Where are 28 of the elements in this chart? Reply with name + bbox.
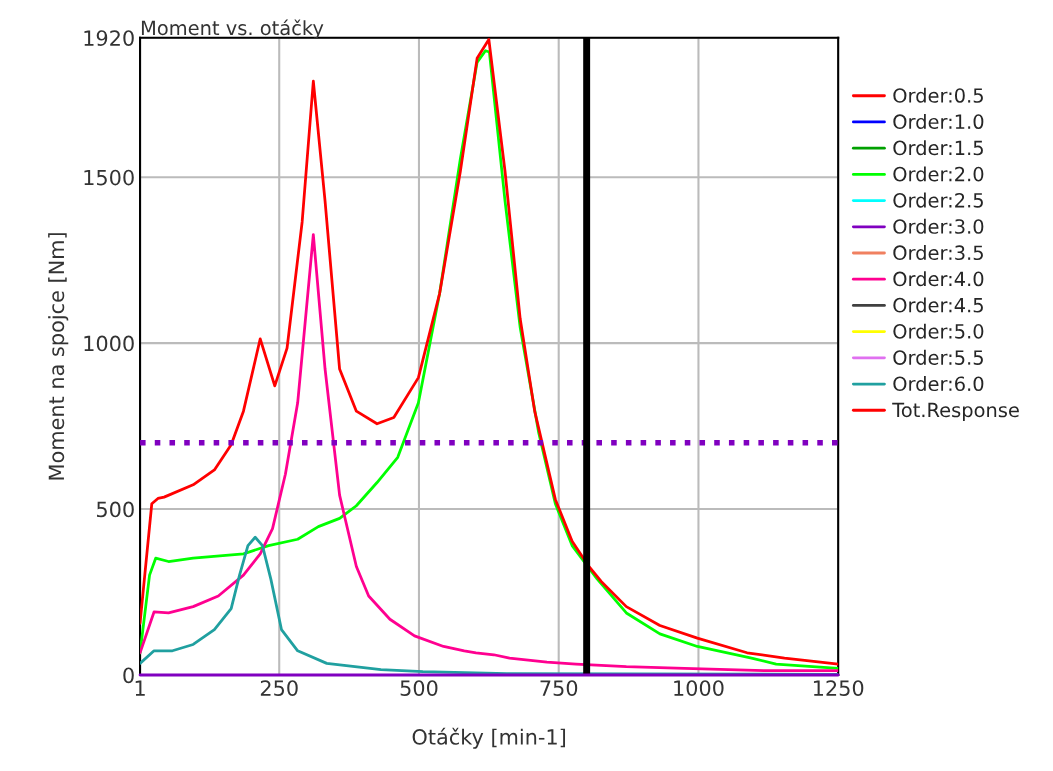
legend-label: Order:1.0: [893, 113, 984, 130]
y-tick-label: 500: [97, 501, 134, 518]
x-tick-label: 1250: [813, 680, 864, 696]
y-tick-label: 1920: [84, 30, 134, 46]
legend-label: Order:6.0: [893, 376, 984, 392]
y-tick-label: 1000: [84, 335, 134, 352]
legend-label: Order:2.5: [893, 192, 983, 208]
x-axis-title: Otáčky [min-1]: [412, 727, 566, 749]
legend-label: Tot.Response: [892, 402, 1019, 422]
x-tick-label: 750: [540, 680, 578, 696]
legend-label: Order:4.5: [893, 297, 983, 313]
x-tick-label: 1000: [674, 680, 724, 696]
line-series: [140, 233, 839, 673]
legend-label: Order:5.0: [893, 323, 984, 339]
x-tick-label: 500: [400, 680, 438, 696]
y-tick-label: 0: [123, 667, 134, 684]
legend-label: Order:2.0: [893, 166, 984, 182]
legend-label: Order:1.5: [893, 140, 983, 156]
legend-label: Order:5.5: [893, 349, 983, 365]
y-tick-label: 1500: [84, 169, 134, 186]
chart-title: Moment vs. otáčky: [141, 19, 324, 40]
legend-label: Order:3.5: [893, 245, 983, 261]
legend-label: Order:3.0: [893, 218, 984, 234]
x-tick-label: 250: [260, 680, 298, 696]
legend-label: Order:0.5: [893, 87, 983, 103]
legend-label: Order:4.0: [893, 271, 984, 287]
x-tick-label: 1: [135, 680, 145, 696]
y-axis-title: Moment na spojce [Nm]: [48, 233, 69, 480]
